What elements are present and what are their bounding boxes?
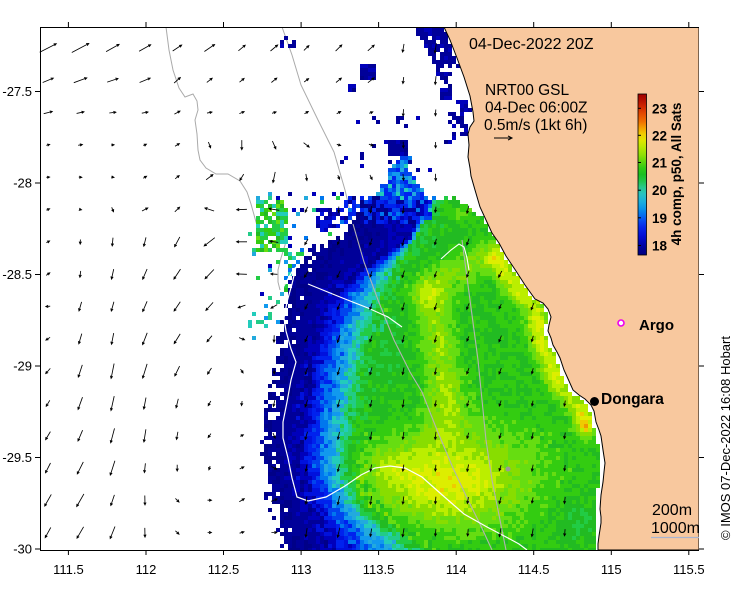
svg-text:114: 114 [446, 562, 467, 577]
svg-text:19: 19 [652, 211, 667, 226]
svg-text:1000m: 1000m [651, 520, 700, 537]
svg-text:23: 23 [652, 101, 668, 116]
svg-text:-29.5: -29.5 [2, 450, 32, 465]
svg-text:111.5: 111.5 [53, 562, 84, 577]
svg-text:4h comp, p50, All Sats: 4h comp, p50, All Sats [669, 103, 684, 246]
svg-text:NRT00 GSL: NRT00 GSL [485, 82, 570, 99]
svg-text:04-Dec-2022 20Z: 04-Dec-2022 20Z [469, 36, 594, 53]
svg-text:21: 21 [652, 156, 668, 171]
svg-text:115.5: 115.5 [673, 562, 705, 577]
svg-text:112.5: 112.5 [208, 562, 240, 577]
svg-text:04-Dec 06:00Z: 04-Dec 06:00Z [485, 100, 588, 117]
svg-text:115: 115 [601, 562, 622, 577]
svg-text:-28: -28 [13, 176, 32, 191]
svg-text:-30: -30 [13, 542, 32, 557]
svg-text:114.5: 114.5 [518, 562, 550, 577]
svg-text:© IMOS 07-Dec-2022 16:08 Hobar: © IMOS 07-Dec-2022 16:08 Hobart [718, 336, 733, 540]
svg-text:113: 113 [291, 562, 312, 577]
svg-text:Dongara: Dongara [601, 391, 664, 408]
svg-text:20: 20 [652, 183, 667, 198]
svg-text:18: 18 [652, 239, 668, 254]
svg-text:0.5m/s (1kt 6h): 0.5m/s (1kt 6h) [484, 117, 587, 134]
svg-text:Argo: Argo [639, 317, 674, 334]
svg-text:113.5: 113.5 [363, 562, 395, 577]
svg-text:112: 112 [136, 562, 157, 577]
svg-text:-27.5: -27.5 [2, 84, 32, 99]
svg-text:200m: 200m [652, 502, 692, 519]
svg-text:-29: -29 [13, 359, 32, 374]
svg-text:-28.5: -28.5 [2, 267, 32, 282]
svg-text:22: 22 [652, 128, 667, 143]
